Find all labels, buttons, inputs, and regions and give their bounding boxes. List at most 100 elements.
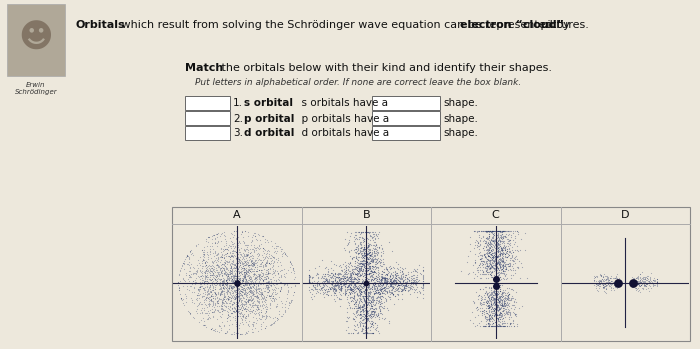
- Point: [405, 281, 416, 287]
- Point: [634, 277, 645, 283]
- Point: [258, 286, 269, 291]
- Point: [309, 266, 321, 271]
- Point: [240, 247, 251, 252]
- Point: [223, 285, 234, 290]
- Point: [183, 254, 194, 260]
- Point: [489, 293, 500, 298]
- Point: [346, 269, 357, 275]
- Point: [464, 248, 475, 254]
- Point: [246, 247, 258, 252]
- Point: [599, 281, 610, 286]
- Point: [223, 305, 234, 311]
- Point: [311, 288, 322, 294]
- Point: [222, 247, 233, 253]
- Point: [358, 255, 370, 260]
- Point: [244, 254, 255, 259]
- Point: [602, 274, 613, 280]
- Point: [237, 265, 248, 270]
- Point: [498, 258, 509, 263]
- Point: [370, 290, 382, 296]
- Point: [393, 282, 405, 288]
- Point: [308, 287, 319, 293]
- Point: [204, 277, 216, 283]
- Point: [335, 271, 346, 276]
- Point: [353, 245, 364, 251]
- Point: [306, 275, 317, 280]
- Point: [486, 237, 497, 243]
- Point: [340, 259, 351, 265]
- Point: [368, 253, 379, 259]
- Point: [246, 309, 258, 315]
- Point: [211, 291, 222, 297]
- Point: [243, 277, 254, 283]
- Point: [234, 291, 245, 296]
- Point: [470, 228, 481, 233]
- Point: [325, 272, 336, 278]
- Point: [343, 239, 354, 245]
- Point: [253, 273, 264, 279]
- Point: [652, 279, 663, 284]
- Point: [350, 246, 361, 251]
- Point: [237, 276, 248, 282]
- Point: [272, 317, 283, 322]
- Point: [343, 289, 354, 295]
- Point: [328, 284, 339, 289]
- Point: [354, 284, 365, 290]
- Point: [330, 290, 341, 296]
- Point: [395, 275, 406, 281]
- Point: [235, 245, 246, 251]
- Point: [493, 318, 504, 324]
- Point: [225, 260, 237, 266]
- Point: [255, 246, 266, 251]
- Point: [235, 304, 246, 310]
- Point: [362, 329, 373, 335]
- Point: [234, 257, 246, 263]
- Point: [178, 258, 189, 264]
- Point: [383, 295, 394, 300]
- Point: [498, 315, 509, 321]
- Point: [480, 316, 491, 322]
- Point: [231, 260, 242, 266]
- Point: [239, 274, 251, 280]
- Point: [504, 320, 515, 326]
- Point: [384, 282, 395, 288]
- Point: [356, 253, 368, 258]
- Point: [264, 279, 275, 285]
- Point: [496, 251, 507, 257]
- Point: [212, 263, 223, 268]
- Point: [344, 287, 355, 292]
- Point: [330, 283, 341, 289]
- Point: [486, 269, 498, 274]
- Point: [398, 285, 409, 291]
- Point: [343, 267, 354, 273]
- Point: [402, 287, 414, 292]
- Point: [490, 241, 501, 246]
- Point: [635, 283, 646, 289]
- Point: [476, 267, 487, 273]
- Point: [239, 274, 250, 280]
- Point: [376, 271, 387, 277]
- Point: [492, 312, 503, 318]
- Point: [490, 228, 501, 233]
- Point: [631, 281, 643, 287]
- Point: [232, 251, 244, 257]
- Point: [498, 309, 509, 314]
- Point: [488, 291, 499, 296]
- Point: [363, 270, 374, 276]
- Point: [372, 293, 384, 299]
- Point: [234, 271, 245, 276]
- Point: [312, 275, 323, 281]
- Point: [498, 299, 510, 305]
- Point: [317, 282, 328, 288]
- Point: [611, 279, 622, 284]
- Point: [256, 275, 267, 281]
- Point: [388, 281, 399, 287]
- Point: [402, 271, 414, 277]
- Point: [475, 302, 486, 307]
- Point: [309, 280, 321, 286]
- Point: [380, 279, 391, 285]
- Point: [363, 290, 374, 296]
- Point: [261, 267, 272, 273]
- Point: [253, 303, 264, 308]
- Point: [363, 266, 374, 272]
